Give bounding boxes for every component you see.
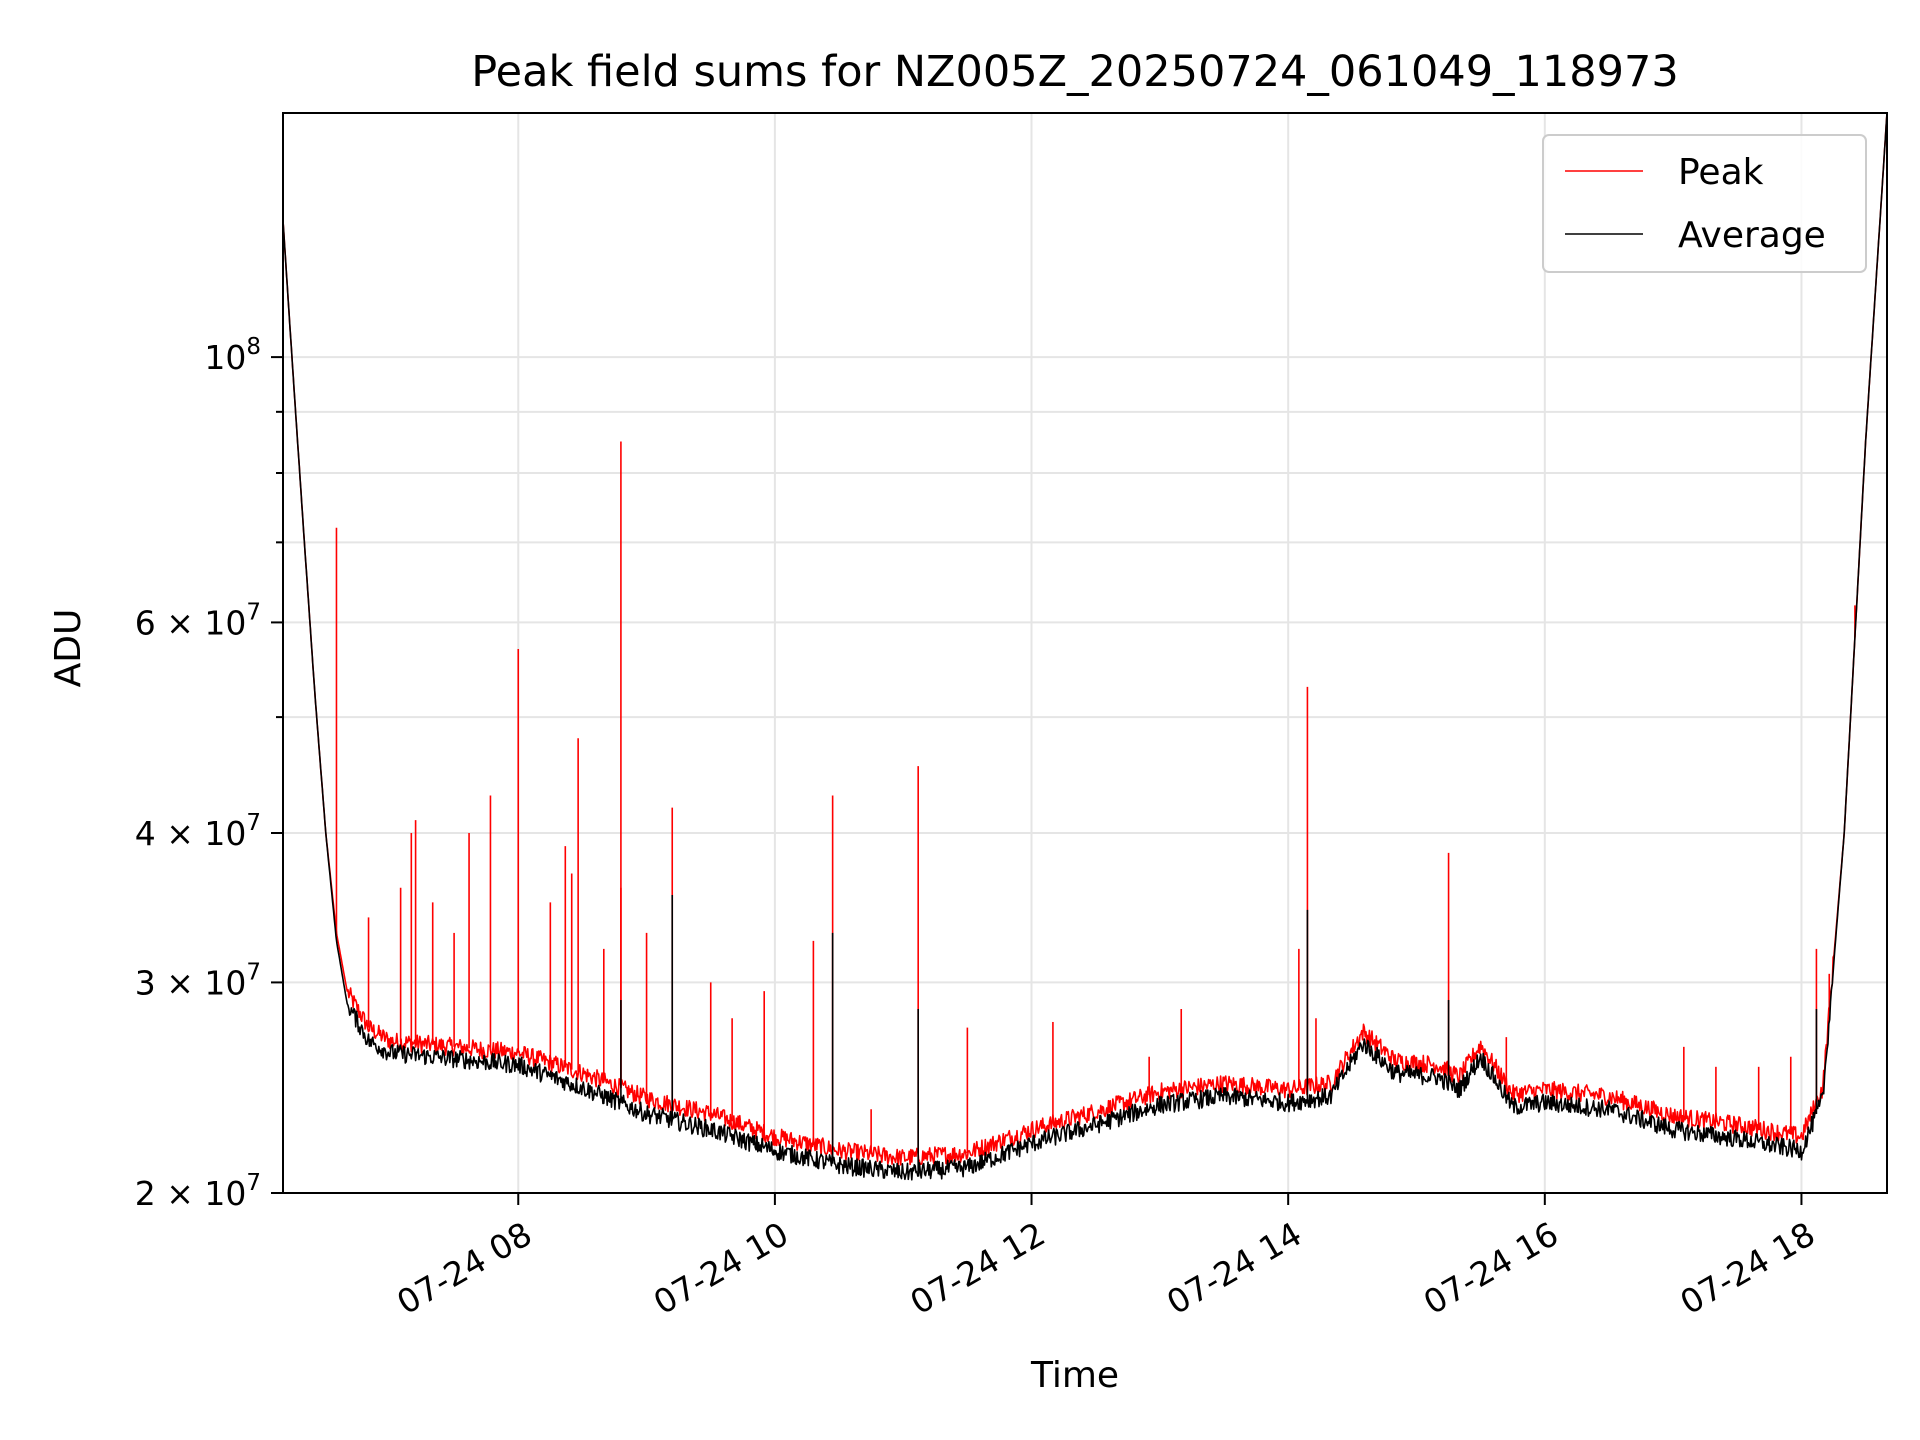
series-peak <box>283 113 1887 1167</box>
series-layer <box>283 113 1887 1181</box>
y-tick-label: 4 × 107 <box>135 810 261 853</box>
x-axis-label: Time <box>1030 1355 1119 1396</box>
plot-frame <box>282 112 1888 1194</box>
y-axis-label: ADU <box>48 609 89 688</box>
legend-box <box>1542 134 1867 273</box>
y-tick-label: 6 × 107 <box>135 599 261 642</box>
y-tick-label: 2 × 107 <box>135 1170 261 1213</box>
series-line <box>283 113 1887 1181</box>
series-average <box>283 113 1887 1181</box>
legend-label: Average <box>1678 215 1826 256</box>
y-tick-label: 3 × 107 <box>135 959 261 1002</box>
legend: Peak Average <box>1542 134 1867 273</box>
chart-title: Peak field sums for NZ005Z_20250724_0610… <box>471 47 1678 97</box>
y-tick-label: 108 <box>204 334 261 377</box>
legend-label: Peak <box>1678 152 1764 193</box>
